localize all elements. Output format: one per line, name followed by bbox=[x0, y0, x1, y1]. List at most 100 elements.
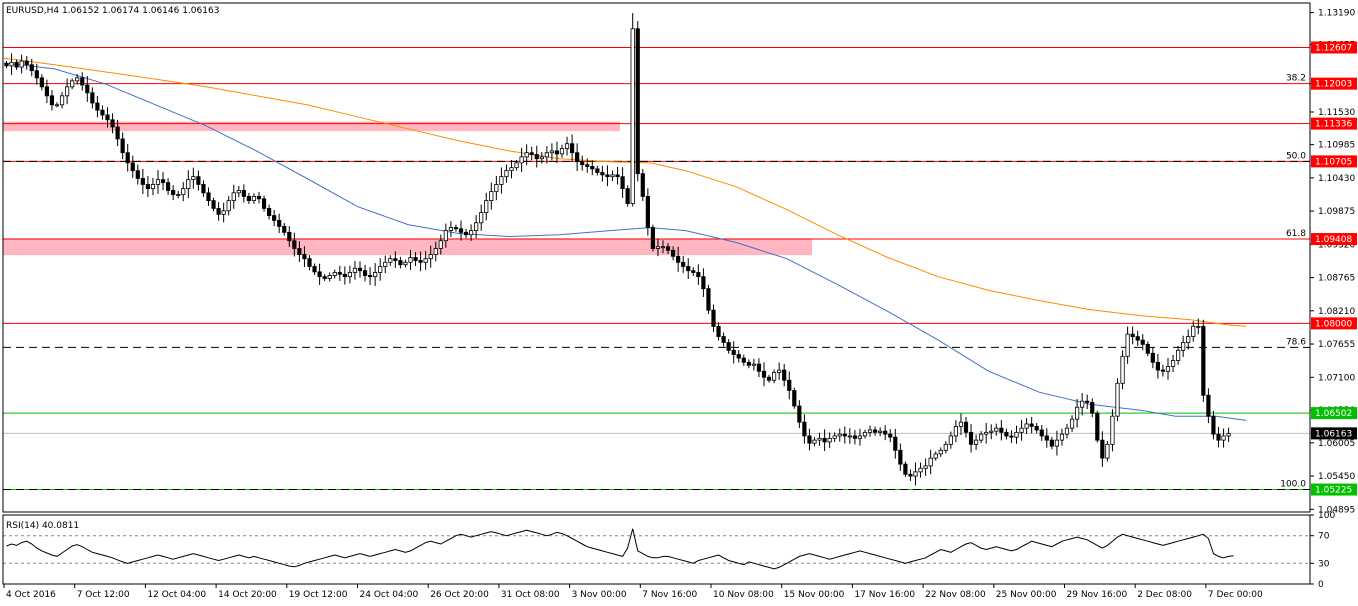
candle-body bbox=[1186, 336, 1191, 343]
candle-body bbox=[59, 95, 65, 106]
candle-body bbox=[181, 188, 186, 196]
candle-body bbox=[34, 70, 39, 79]
symbol-header: EURUSD,H4 1.06152 1.06174 1.06146 1.0616… bbox=[6, 6, 219, 16]
candle-body bbox=[1150, 352, 1155, 363]
candle-body bbox=[201, 184, 206, 194]
candle-body bbox=[807, 435, 812, 444]
candle-body bbox=[1034, 425, 1039, 431]
candle-body bbox=[418, 260, 423, 263]
candle-body bbox=[883, 430, 888, 435]
candle-body bbox=[575, 152, 580, 163]
candle-body bbox=[19, 60, 24, 68]
time-tick-label: 4 Oct 2016 bbox=[6, 590, 56, 600]
candle-body bbox=[1014, 431, 1019, 438]
time-tick-label: 3 Nov 00:00 bbox=[572, 590, 627, 600]
candle-body bbox=[726, 342, 731, 351]
time-tick-label: 7 Oct 12:00 bbox=[77, 590, 130, 600]
candle-body bbox=[433, 248, 438, 255]
candle-body bbox=[80, 77, 85, 86]
time-tick-label: 7 Dec 00:00 bbox=[1208, 590, 1263, 600]
candle-body bbox=[367, 275, 373, 278]
candle-body bbox=[1221, 435, 1226, 441]
price-tick-label: 1.09320 bbox=[1318, 240, 1355, 250]
candle-body bbox=[135, 170, 140, 179]
candle-body bbox=[231, 192, 236, 202]
candle-body bbox=[302, 254, 307, 260]
price-tick-label: 1.09875 bbox=[1318, 207, 1355, 217]
candle-body bbox=[322, 276, 327, 279]
candle-body bbox=[332, 272, 337, 276]
level-price-tag-bg bbox=[1311, 317, 1357, 330]
candle-body bbox=[1085, 400, 1090, 403]
candle-body bbox=[29, 64, 34, 72]
candle-body bbox=[857, 435, 863, 439]
candle-body bbox=[696, 272, 701, 278]
level-price-tag: 1.11336 bbox=[1315, 120, 1352, 130]
candle-body bbox=[186, 179, 191, 190]
candle-body bbox=[943, 443, 948, 451]
slow-moving-average bbox=[3, 57, 1247, 327]
candle-body bbox=[317, 271, 322, 278]
level-price-tag-bg bbox=[1311, 41, 1357, 54]
candle-body bbox=[559, 148, 565, 155]
candle-body bbox=[176, 194, 181, 197]
candle-body bbox=[1059, 433, 1065, 441]
level-price-tag: 1.09408 bbox=[1315, 235, 1352, 245]
level-price-tag: 1.06502 bbox=[1315, 409, 1352, 419]
candle-body bbox=[1176, 349, 1181, 361]
candle-body bbox=[489, 191, 494, 202]
price-tick-label: 1.07655 bbox=[1318, 340, 1355, 350]
candle-body bbox=[544, 152, 549, 158]
time-tick-label: 24 Oct 04:00 bbox=[360, 590, 419, 600]
candle-body bbox=[1095, 412, 1100, 441]
candle-body bbox=[827, 437, 832, 443]
candle-body bbox=[676, 255, 681, 263]
time-axis: 4 Oct 2016 7 Oct 12:00 12 Oct 04:00 14 Oct … bbox=[3, 584, 1263, 600]
rsi-label: RSI(14) 40.0811 bbox=[6, 521, 79, 531]
candle-body bbox=[160, 179, 166, 184]
candle-body bbox=[1069, 418, 1075, 429]
price-tick-label: 1.06005 bbox=[1318, 439, 1355, 449]
candle-body bbox=[1080, 400, 1085, 408]
candle-body bbox=[458, 228, 464, 233]
candle-body bbox=[852, 435, 858, 439]
level-price-tag: 1.08000 bbox=[1315, 319, 1352, 329]
candle-body bbox=[792, 390, 797, 407]
candle-body bbox=[196, 176, 201, 185]
candle-body bbox=[403, 261, 408, 266]
fib-label: 38.2 bbox=[1286, 74, 1306, 84]
fib-label: 78.6 bbox=[1286, 337, 1306, 347]
candle-body bbox=[1191, 325, 1196, 337]
level-price-tag-bg bbox=[1311, 117, 1357, 130]
price-tick-label: 1.10985 bbox=[1318, 141, 1355, 151]
level-price-tag-bg bbox=[1311, 233, 1357, 246]
candle-body bbox=[989, 430, 994, 433]
current-price-tag: 1.06163 bbox=[1315, 429, 1352, 439]
candle-body bbox=[958, 421, 964, 427]
candle-body bbox=[1155, 361, 1160, 371]
candle-body bbox=[867, 429, 873, 433]
candle-body bbox=[878, 430, 883, 433]
candle-body bbox=[277, 219, 282, 227]
candle-body bbox=[413, 257, 418, 261]
candle-body bbox=[837, 433, 842, 437]
candle-body bbox=[615, 174, 620, 178]
candle-body bbox=[842, 433, 847, 437]
time-tick-label: 14 Oct 20:00 bbox=[218, 590, 277, 600]
rsi-tick-label: 0 bbox=[1318, 580, 1324, 590]
candle-body bbox=[610, 174, 615, 178]
current-price-tag-bg bbox=[1311, 427, 1357, 440]
candle-body bbox=[191, 176, 196, 181]
candle-body bbox=[751, 363, 757, 366]
candle-body bbox=[913, 471, 918, 477]
candle-body bbox=[1039, 429, 1044, 437]
candle-body bbox=[1075, 406, 1080, 420]
candle-body bbox=[115, 126, 120, 140]
candle-body bbox=[1105, 443, 1110, 459]
candle-body bbox=[14, 61, 19, 68]
candle-body bbox=[847, 435, 852, 438]
candle-body bbox=[1145, 343, 1150, 354]
chart-frame bbox=[2, 2, 1311, 585]
zone-band bbox=[3, 121, 621, 132]
candle-body bbox=[1216, 433, 1221, 441]
